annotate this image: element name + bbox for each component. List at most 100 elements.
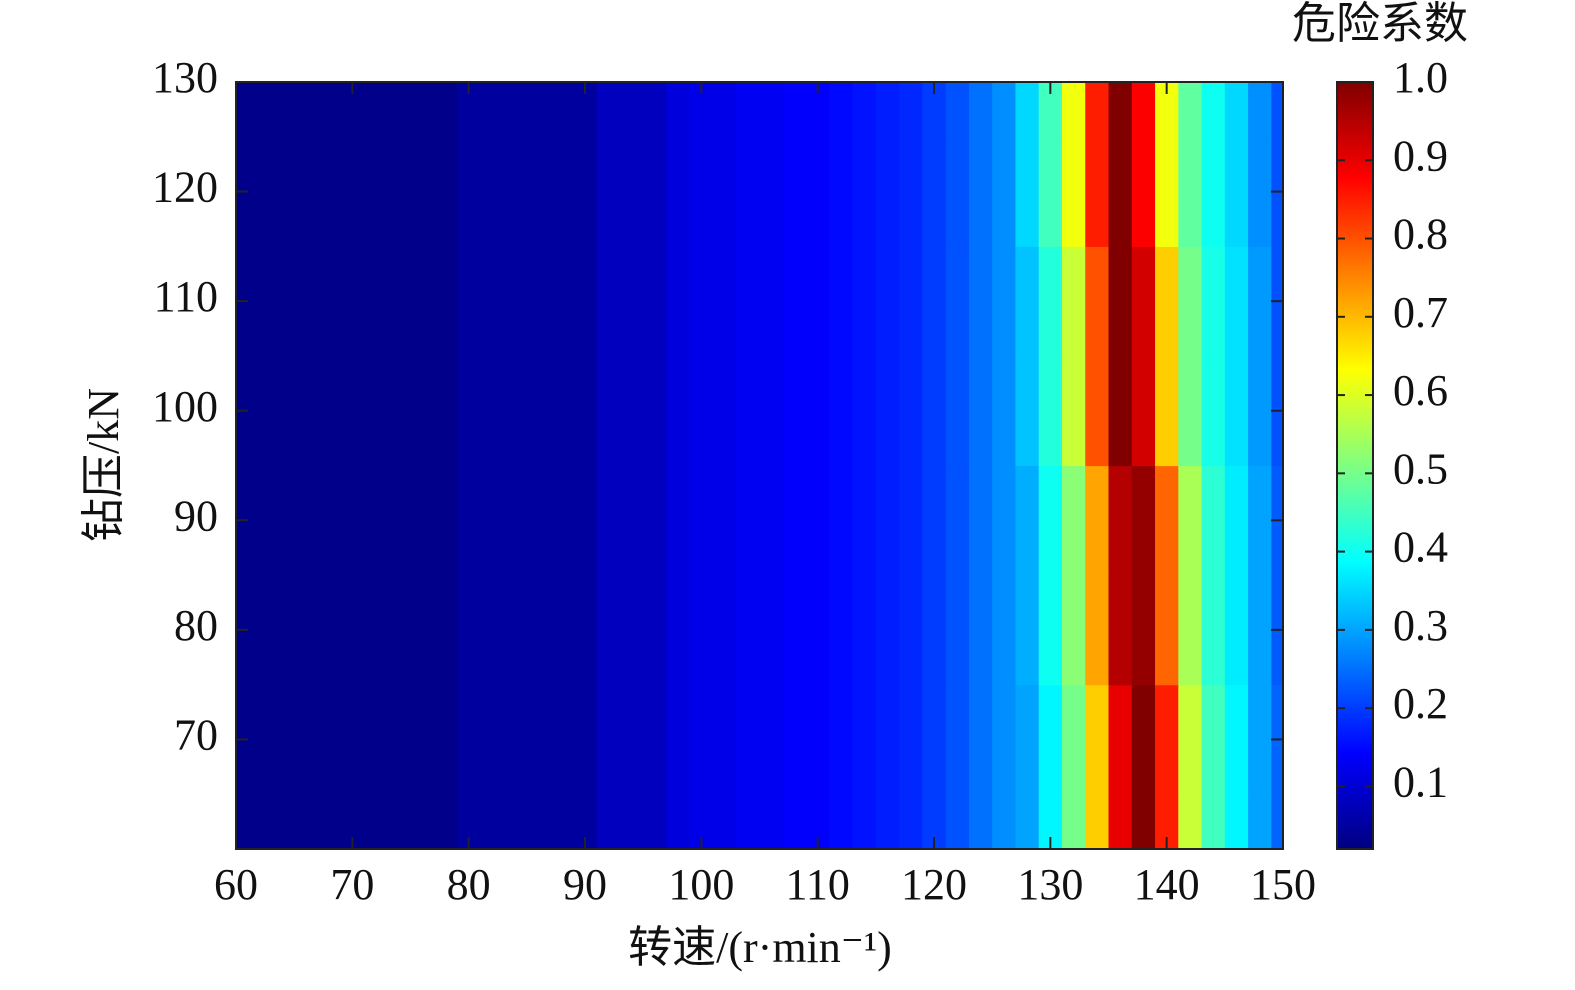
heat-cell — [806, 794, 830, 849]
heat-cell — [945, 246, 970, 357]
heat-cell — [410, 575, 435, 686]
heat-cell — [387, 684, 412, 795]
heat-cell — [1015, 82, 1040, 138]
heat-cell — [573, 246, 598, 357]
heat-cell — [1178, 794, 1203, 849]
heat-cell — [829, 246, 854, 357]
heat-cell — [573, 136, 598, 247]
heat-cell — [1271, 82, 1283, 138]
heat-cell — [1155, 246, 1179, 357]
heat-cell — [806, 82, 830, 138]
colorbar-tick-label: 0.5 — [1393, 444, 1448, 493]
heat-cell — [294, 82, 319, 138]
heat-cell — [433, 575, 458, 686]
heat-cell — [875, 465, 900, 576]
heat-cell — [1224, 794, 1249, 849]
heat-cell — [852, 575, 877, 686]
heat-cell — [410, 465, 435, 576]
heat-cell — [1155, 82, 1179, 138]
heat-cell — [433, 136, 458, 247]
heat-cell — [596, 465, 621, 576]
heat-cell — [945, 355, 970, 467]
heat-cell — [433, 355, 458, 467]
x-tick-label: 70 — [330, 860, 374, 909]
heat-cell — [270, 246, 295, 357]
heat-cell — [1085, 465, 1110, 576]
heat-cell — [480, 575, 505, 686]
heat-cell — [1201, 246, 1226, 357]
heat-cell — [875, 575, 900, 686]
heat-cell — [270, 355, 295, 467]
heat-cell — [1201, 684, 1226, 795]
heat-cell — [503, 684, 528, 795]
heat-cell — [1108, 82, 1133, 138]
heat-cell — [829, 355, 854, 467]
heat-cell — [340, 794, 365, 849]
heat-cell — [945, 794, 970, 849]
heat-cell — [643, 465, 668, 576]
heat-cell — [526, 246, 551, 357]
heat-cell — [340, 575, 365, 686]
heat-cell — [433, 684, 458, 795]
y-tick-label: 120 — [152, 163, 218, 212]
heat-cell — [1224, 355, 1249, 467]
heat-cell — [1155, 136, 1179, 247]
heat-cell — [387, 136, 412, 247]
heat-cell — [340, 136, 365, 247]
heat-cell — [643, 246, 668, 357]
heat-cell — [666, 355, 691, 467]
heat-cell — [247, 684, 272, 795]
heat-cell — [689, 82, 714, 138]
heat-cell — [712, 355, 737, 467]
heat-cell — [294, 684, 319, 795]
heat-cell — [317, 136, 342, 247]
heat-cell — [550, 246, 574, 357]
heat-cell — [689, 575, 714, 686]
heat-cell — [712, 575, 737, 686]
heat-cell — [922, 82, 947, 138]
heat-cell — [596, 575, 621, 686]
heat-cell — [643, 355, 668, 467]
heat-cell — [247, 794, 272, 849]
heat-cell — [270, 794, 295, 849]
heat-cell — [1131, 355, 1156, 467]
heat-cell — [1015, 794, 1040, 849]
heat-cell — [1224, 246, 1249, 357]
heat-cell — [247, 355, 272, 467]
heat-cell — [1248, 355, 1272, 467]
heat-cell — [1271, 794, 1283, 849]
heat-cell — [1178, 355, 1203, 467]
heat-cell — [596, 794, 621, 849]
heat-cell — [363, 794, 388, 849]
heat-cell — [480, 465, 505, 576]
heat-cell — [643, 794, 668, 849]
heat-cell — [526, 136, 551, 247]
heat-cell — [270, 575, 295, 686]
x-tick-label: 100 — [668, 860, 734, 909]
heat-cell — [410, 82, 435, 138]
heat-cell — [1038, 246, 1063, 357]
heat-cell — [759, 794, 784, 849]
heat-cell — [480, 684, 505, 795]
heat-cell — [619, 575, 644, 686]
heat-cell — [1108, 355, 1133, 467]
heat-cell — [410, 246, 435, 357]
heat-cell — [294, 136, 319, 247]
heat-cell — [992, 136, 1017, 247]
heat-cell — [992, 82, 1017, 138]
heat-cell — [852, 684, 877, 795]
heat-cell — [1155, 575, 1179, 686]
heat-cell — [340, 355, 365, 467]
x-tick-label: 110 — [785, 860, 849, 909]
heat-cell — [1201, 355, 1226, 467]
heat-cell — [945, 684, 970, 795]
colorbar-tick-label: 0.6 — [1393, 366, 1448, 415]
heat-cell — [550, 355, 574, 467]
heat-cell — [782, 684, 807, 795]
heat-cell — [712, 136, 737, 247]
heat-cell — [643, 82, 668, 138]
heat-cell — [782, 794, 807, 849]
heat-cell — [806, 575, 830, 686]
heat-cell — [1038, 465, 1063, 576]
